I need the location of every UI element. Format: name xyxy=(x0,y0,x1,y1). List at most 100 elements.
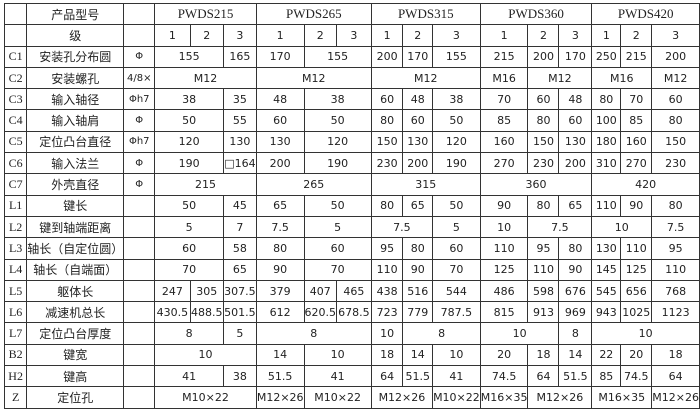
value-cell: 50 xyxy=(432,194,481,217)
table-row: L7 定位凸台厚度 8 5 8 10 8 10 8 10 xyxy=(3,322,700,345)
row-code: C1 xyxy=(3,45,28,68)
value-cell: 20 xyxy=(620,343,653,367)
value-cell: 190 xyxy=(432,152,481,175)
value-cell: 516 xyxy=(402,279,434,303)
value-cell: 10 xyxy=(432,343,481,367)
value-cell: 18 xyxy=(527,343,560,367)
value-cell: 315 xyxy=(370,173,481,196)
value-cell: 65 xyxy=(402,194,434,217)
value-cell: 14 xyxy=(558,343,593,367)
row-name: 安装螺孔 xyxy=(26,66,125,90)
value-cell: 723 xyxy=(370,301,404,324)
value-cell: 90 xyxy=(558,258,593,281)
value-cell: 35 xyxy=(223,88,257,111)
value-cell: 55 xyxy=(223,109,257,132)
value-cell: M12 xyxy=(370,66,481,90)
value-cell: 815 xyxy=(479,301,529,324)
value-cell: 270 xyxy=(620,152,653,175)
value-cell: 943 xyxy=(591,301,622,324)
empty-cell xyxy=(3,2,28,26)
value-cell: 41 xyxy=(154,365,225,388)
value-cell: 656 xyxy=(620,279,653,303)
value-cell: 51.5 xyxy=(558,365,593,388)
row-name: 减速机总长 xyxy=(26,301,125,324)
value-cell: 130 xyxy=(223,130,257,154)
value-cell: 8 xyxy=(154,322,225,345)
value-cell: 80 xyxy=(370,194,404,217)
value-cell: 787.5 xyxy=(432,301,481,324)
value-cell: 150 xyxy=(527,130,560,154)
value-cell: 10 xyxy=(303,343,372,367)
value-cell: 438 xyxy=(370,279,404,303)
value-cell: 230 xyxy=(527,152,560,175)
value-cell: 64 xyxy=(651,365,700,388)
value-cell: 544 xyxy=(432,279,481,303)
value-cell: 200 xyxy=(370,45,404,68)
row-name: 输入轴径 xyxy=(26,88,125,111)
table-row: C7 外壳直径 Φ 215 265 315 360 420 xyxy=(3,173,700,196)
value-cell: 80 xyxy=(255,237,305,260)
value-cell: 85 xyxy=(591,365,622,388)
value-cell: 150 xyxy=(370,130,404,154)
value-cell: 170 xyxy=(402,45,434,68)
model-header: PWDS315 xyxy=(370,2,481,26)
row-name: 键高 xyxy=(26,365,125,388)
empty-cell xyxy=(3,24,28,47)
value-cell: 110 xyxy=(527,258,560,281)
row-unit xyxy=(123,194,156,217)
value-cell: 305 xyxy=(189,279,225,303)
value-cell: 465 xyxy=(336,279,372,303)
value-cell: 8 xyxy=(558,322,593,345)
value-cell: 779 xyxy=(402,301,434,324)
table-row: L5 躯体长 247 305 307.5 379 407 465 438 516 544 486 598… xyxy=(3,279,700,303)
value-cell: 10 xyxy=(479,215,529,239)
row-unit: Φ xyxy=(123,45,156,68)
spec-table: 产品型号 PWDS215 PWDS265 PWDS315 PWDS360 PWDS420 级… xyxy=(3,2,700,409)
value-cell: 120 xyxy=(154,130,225,154)
value-cell: 200 xyxy=(527,45,560,68)
header-row: 产品型号 PWDS215 PWDS265 PWDS315 PWDS360 PWDS420 xyxy=(3,2,700,26)
value-cell: 5 xyxy=(303,215,372,239)
row-name: 输入轴肩 xyxy=(26,109,125,132)
value-cell: 60 xyxy=(255,109,305,132)
value-cell: 50 xyxy=(432,109,481,132)
row-unit xyxy=(123,279,156,303)
value-cell: 14 xyxy=(255,343,305,367)
value-cell: 360 xyxy=(479,173,593,196)
value-cell: 379 xyxy=(255,279,305,303)
value-cell: 265 xyxy=(255,173,372,196)
value-cell: 38 xyxy=(432,88,481,111)
row-name: 键长 xyxy=(26,194,125,217)
value-cell: 420 xyxy=(591,173,700,196)
value-cell: 200 xyxy=(558,152,593,175)
stage-cell: 1 xyxy=(154,24,191,47)
value-cell: 10 xyxy=(591,322,700,345)
value-cell: 247 xyxy=(154,279,191,303)
value-cell: 48 xyxy=(558,88,593,111)
value-cell: 486 xyxy=(479,279,529,303)
row-name: 外壳直径 xyxy=(26,173,125,196)
value-cell: 913 xyxy=(527,301,560,324)
value-cell: M10×22 xyxy=(303,386,372,409)
value-cell: 65 xyxy=(223,258,257,281)
value-cell: 18 xyxy=(651,343,700,367)
table-row: L1 键长 50 45 65 50 80 65 50 90 80 65 110 90 80 xyxy=(3,194,700,217)
value-cell: 60 xyxy=(370,88,404,111)
value-cell: 620.5 xyxy=(303,301,338,324)
value-cell: 65 xyxy=(558,194,593,217)
stage-cell: 3 xyxy=(336,24,372,47)
table-row: B2 键宽 10 14 10 18 14 10 20 18 14 22 20 18 xyxy=(3,343,700,367)
value-cell: 1025 xyxy=(620,301,653,324)
stage-cell: 1 xyxy=(370,24,404,47)
value-cell: 190 xyxy=(154,152,225,175)
value-cell: 58 xyxy=(223,237,257,260)
value-cell: 678.5 xyxy=(336,301,372,324)
table-row: C2 安装螺孔 4/8× M12 M12 M12 M16 M12 M16 M12 xyxy=(3,66,700,90)
value-cell: 80 xyxy=(651,194,700,217)
value-cell: 612 xyxy=(255,301,305,324)
value-cell: 50 xyxy=(303,109,372,132)
table-row: Z 定位孔 M10×22 M12×26 M10×22 M12×26 M10×22 M16×35… xyxy=(3,386,700,409)
empty-cell xyxy=(123,24,156,47)
row-unit xyxy=(123,365,156,388)
model-header: PWDS265 xyxy=(255,2,372,26)
